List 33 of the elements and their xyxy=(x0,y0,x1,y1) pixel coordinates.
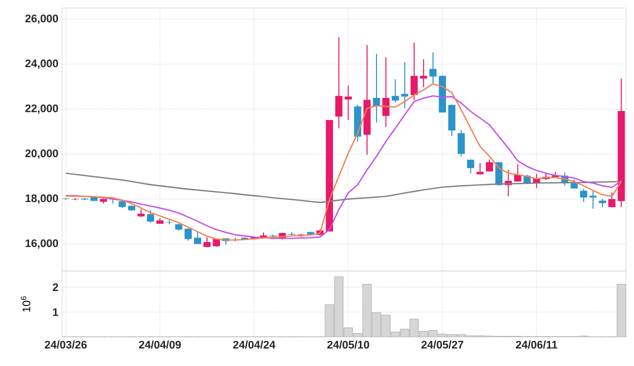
y-axis-title: 10$^{6}$ xyxy=(20,296,30,312)
candlestick xyxy=(344,85,352,120)
x-tick-label: 24/05/27 xyxy=(421,340,464,349)
x-tick-label: 24/04/24 xyxy=(233,340,276,349)
candlestick xyxy=(458,129,465,158)
candlestick xyxy=(392,78,399,104)
y-tick-label: 22,000 xyxy=(25,104,58,114)
candlestick xyxy=(486,159,494,172)
y-tick-label: 18,000 xyxy=(26,194,58,204)
candlestick xyxy=(467,159,474,174)
candlestick xyxy=(203,236,211,248)
candlestick xyxy=(146,210,154,224)
x-tick-label: 24/03/26 xyxy=(44,340,87,349)
y-tick-label: 20,000 xyxy=(25,149,58,159)
candlestick xyxy=(401,62,408,109)
y-tick-label: 16,000 xyxy=(26,239,58,249)
y-tick-label: 1 xyxy=(53,308,58,316)
candlestick xyxy=(410,42,418,100)
candlestick xyxy=(608,192,616,208)
candlestick xyxy=(420,58,428,88)
x-tick-label: 24/06/11 xyxy=(516,340,558,349)
candlestick xyxy=(589,190,597,210)
y-tick-label: 2 xyxy=(52,283,58,292)
x-tick-label: 24/05/10 xyxy=(327,340,370,349)
candlestick xyxy=(382,56,390,128)
y-tick-label: 24,000 xyxy=(25,60,58,69)
candlestick xyxy=(429,52,437,84)
y-tick-label: 26,000 xyxy=(25,14,58,24)
candlestick xyxy=(335,36,342,129)
x-tick-label: 24/04/09 xyxy=(138,340,181,349)
candlestick xyxy=(184,228,192,242)
candlestick xyxy=(580,188,588,202)
candlestick xyxy=(514,164,522,182)
